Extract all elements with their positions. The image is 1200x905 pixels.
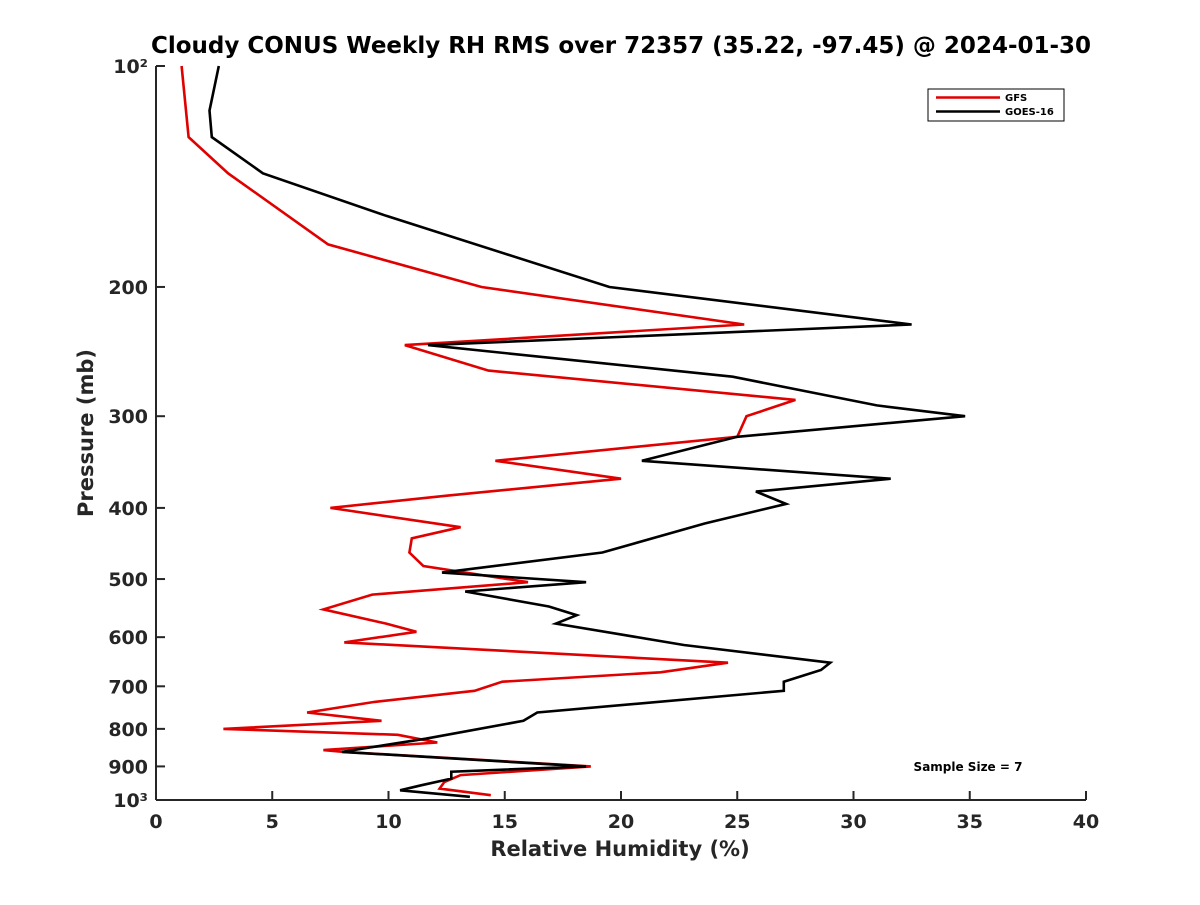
legend: GFS GOES-16 (927, 88, 1065, 122)
y-tick-label: 500 (108, 569, 148, 591)
series-layer (180, 65, 966, 799)
y-tick-label: 900 (108, 756, 148, 778)
y-tick-label: 400 (108, 498, 148, 520)
x-axis: 0 5 10 15 20 25 30 35 40 (149, 791, 1099, 833)
legend-label-gfs: GFS (1005, 93, 1027, 104)
y-axis-title: Pressure (mb) (74, 349, 98, 517)
x-tick-label: 35 (957, 811, 983, 833)
x-tick-label: 20 (608, 811, 634, 833)
y-tick-label: 800 (108, 719, 148, 741)
sample-size-annotation: Sample Size = 7 (914, 760, 1023, 774)
legend-box (927, 88, 1065, 122)
chart-title: Cloudy CONUS Weekly RH RMS over 72357 (3… (151, 33, 1091, 59)
y-tick-label: 10³ (113, 790, 148, 812)
y-tick-label: 600 (108, 627, 148, 649)
y-tick-label: 700 (108, 676, 148, 698)
series-line-goes16 (208, 65, 966, 799)
y-tick-label: 300 (108, 406, 148, 428)
x-tick-label: 10 (375, 811, 401, 833)
y-tick-label: 10² (113, 56, 148, 78)
y-tick-label: 200 (108, 277, 148, 299)
x-tick-label: 25 (724, 811, 750, 833)
legend-label-goes16: GOES-16 (1005, 107, 1054, 118)
x-axis-title: Relative Humidity (%) (490, 837, 749, 861)
x-tick-label: 40 (1073, 811, 1099, 833)
x-tick-label: 30 (840, 811, 866, 833)
series-line-gfs (180, 65, 796, 797)
x-tick-label: 15 (492, 811, 518, 833)
axes-frame (155, 66, 1086, 801)
x-tick-label: 5 (266, 811, 279, 833)
x-tick-label: 0 (149, 811, 162, 833)
y-axis: 10² 200 300 400 500 600 700 800 900 10³ (108, 56, 165, 812)
